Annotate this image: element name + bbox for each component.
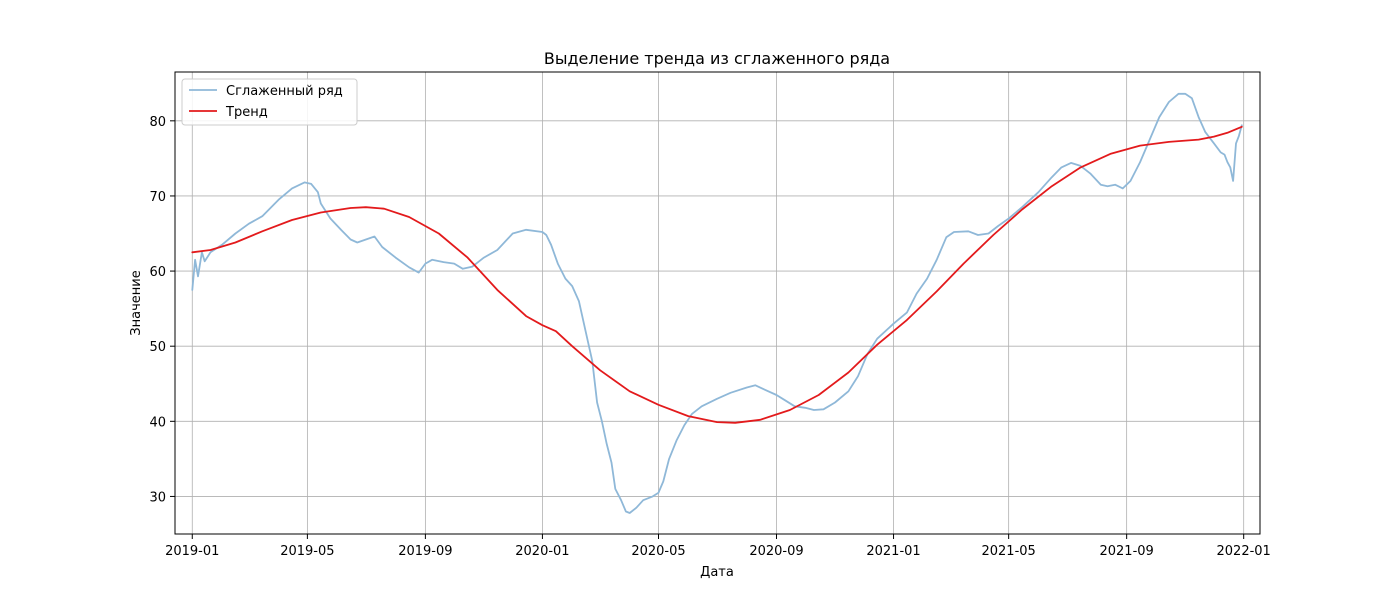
x-tick-label: 2020-05 (631, 544, 685, 559)
x-tick-label: 2021-09 (1099, 544, 1153, 559)
x-tick-label: 2019-01 (165, 544, 219, 559)
plot-frame (174, 71, 1261, 535)
y-tick-label: 40 (149, 415, 166, 430)
trend-series-line (191, 125, 1243, 424)
legend-label-smoothed: Сглаженный ряд (226, 84, 343, 99)
x-tick-label: 2022-01 (1217, 544, 1271, 559)
series-lines (191, 92, 1243, 514)
y-tick-label: 80 (149, 115, 166, 130)
y-axis-label: Значение (129, 270, 144, 335)
x-tick-label: 2019-05 (280, 544, 334, 559)
x-axis-ticks: 2019-01 2019-05 2019-09 2020-01 2020-05 2020-… (165, 534, 1271, 559)
x-tick-label: 2020-01 (515, 544, 569, 559)
x-tick-label: 2019-09 (398, 544, 452, 559)
y-axis-ticks: 30 40 50 60 70 80 (149, 115, 175, 505)
y-tick-label: 60 (149, 265, 166, 280)
chart-title: Выделение тренда из сглаженного ряда (544, 49, 890, 68)
grid-lines (175, 72, 1260, 534)
smoothed-series-line (191, 92, 1243, 514)
legend: Сглаженный ряд Тренд (181, 78, 358, 126)
y-tick-label: 30 (149, 490, 166, 505)
legend-label-trend: Тренд (225, 105, 268, 120)
x-axis-label: Дата (700, 565, 734, 580)
x-tick-label: 2021-05 (981, 544, 1035, 559)
y-tick-label: 70 (149, 190, 166, 205)
x-tick-label: 2021-01 (866, 544, 920, 559)
legend-box (181, 78, 358, 126)
x-tick-label: 2020-09 (749, 544, 803, 559)
y-tick-label: 50 (149, 340, 166, 355)
